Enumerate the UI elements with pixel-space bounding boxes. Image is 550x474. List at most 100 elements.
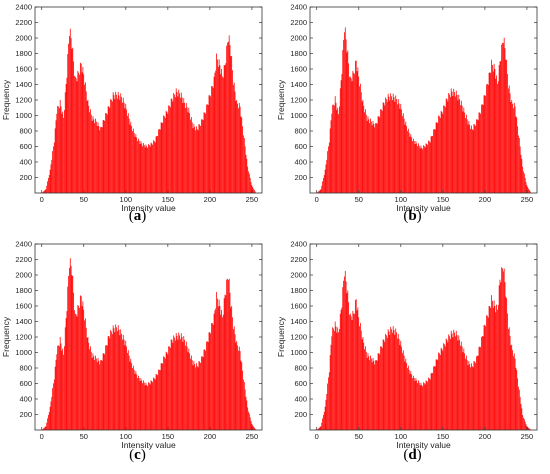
bar-c-227: [232, 317, 233, 430]
bar-c-230: [234, 334, 236, 430]
bar-a-77: [106, 113, 107, 193]
bar-b-9: [323, 174, 325, 193]
bar-b-164: [454, 92, 455, 193]
bar-a-159: [174, 97, 176, 193]
bar-d-37: [347, 290, 349, 430]
bar-c-41: [75, 314, 77, 430]
bar-c-44: [78, 305, 80, 430]
bar-b-92: [393, 97, 395, 193]
bar-c-11: [50, 401, 52, 430]
bar-b-115: [412, 138, 414, 193]
bar-b-106: [405, 121, 407, 193]
bar-c-208: [216, 292, 217, 430]
x-tick-label-c-1: 50: [80, 432, 88, 441]
bar-d-28: [339, 313, 341, 430]
bar-a-91: [117, 91, 119, 193]
bar-c-125: [146, 384, 148, 430]
bar-d-244: [521, 408, 523, 430]
bar-c-2: [42, 428, 44, 430]
bar-a-42: [76, 81, 78, 193]
bar-b-48: [356, 71, 358, 193]
bar-b-150: [442, 113, 444, 193]
bar-b-49: [357, 67, 359, 193]
bar-c-99: [124, 345, 126, 430]
bar-b-25: [337, 107, 339, 193]
bar-d-189: [475, 362, 476, 430]
bar-b-72: [376, 123, 378, 193]
bar-d-36: [346, 293, 348, 430]
bar-d-6: [321, 422, 323, 430]
bar-c-126: [147, 386, 149, 430]
bar-a-95: [121, 96, 122, 193]
bar-a-93: [119, 99, 121, 193]
bar-a-130: [150, 142, 152, 194]
bar-c-110: [133, 369, 135, 430]
bar-d-21: [333, 330, 335, 430]
bar-b-155: [446, 99, 448, 193]
bar-b-26: [338, 114, 339, 193]
bar-b-30: [341, 74, 343, 193]
x-tick-label-b-5: 250: [521, 195, 534, 204]
bar-b-193: [478, 112, 480, 193]
bar-c-94: [120, 329, 122, 430]
bar-c-150: [167, 354, 169, 430]
bar-a-44: [78, 72, 80, 193]
bar-c-200: [209, 332, 211, 430]
bar-b-190: [476, 119, 477, 194]
x-axis-label-d: Intensity value: [396, 440, 451, 450]
bar-b-233: [512, 103, 513, 193]
bar-b-16: [329, 128, 331, 193]
bar-c-18: [56, 354, 58, 430]
bar-a-238: [241, 117, 243, 193]
bar-c-189: [200, 362, 201, 430]
bar-a-14: [53, 146, 54, 193]
bar-d-72: [376, 360, 378, 430]
bar-d-92: [393, 330, 395, 430]
bar-c-47: [80, 296, 82, 430]
bar-b-239: [517, 126, 519, 193]
bar-a-205: [213, 76, 215, 193]
bar-a-5: [45, 189, 47, 193]
bar-a-185: [196, 129, 198, 193]
bar-c-130: [150, 380, 152, 430]
bar-d-235: [513, 353, 515, 430]
bar-d-75: [379, 354, 381, 430]
bar-a-99: [124, 108, 126, 193]
bar-b-174: [462, 111, 464, 193]
y-tick-label-b-4: 1000: [290, 111, 307, 120]
bar-c-106: [130, 358, 132, 430]
y-tick-label-c-9: 2000: [15, 271, 32, 280]
bar-b-88: [390, 93, 392, 193]
bar-a-90: [116, 98, 118, 193]
histogram-panel-c: 0 50 100 150 200 250 200 400 600 800 1000 1200 1400 1…: [0, 237, 275, 474]
bar-b-252: [528, 188, 529, 193]
caption-open-d: (: [403, 447, 409, 463]
bar-b-22: [334, 96, 336, 194]
bar-a-22: [59, 100, 61, 193]
bar-b-14: [328, 146, 329, 193]
bar-a-253: [254, 189, 255, 193]
bar-b-237: [515, 116, 517, 193]
bar-c-27: [64, 346, 65, 430]
bar-c-15: [53, 379, 55, 430]
y-tick-label-d-0: 200: [294, 410, 307, 419]
histogram-chart-a: 0 50 100 150 200 250 200 400 600 800 1000 1200 1400 1…: [1, 3, 263, 213]
bar-c-70: [100, 360, 101, 430]
bar-c-81: [109, 338, 111, 430]
bar-b-138: [432, 136, 434, 193]
y-tick-label-d-9: 2000: [290, 271, 307, 280]
bar-d-104: [403, 355, 405, 430]
bar-c-29: [65, 318, 67, 430]
bar-b-34: [344, 27, 346, 193]
bar-a-84: [111, 101, 113, 193]
bar-b-7: [322, 181, 323, 194]
bar-a-154: [170, 98, 172, 193]
bar-b-197: [481, 104, 483, 193]
bar-c-214: [221, 309, 222, 431]
bar-c-210: [217, 306, 219, 430]
y-axis-label-c: Frequency: [1, 316, 11, 357]
bar-c-197: [206, 341, 208, 430]
bar-b-216: [497, 81, 499, 193]
bar-c-104: [128, 355, 130, 430]
bar-b-53: [360, 92, 362, 193]
